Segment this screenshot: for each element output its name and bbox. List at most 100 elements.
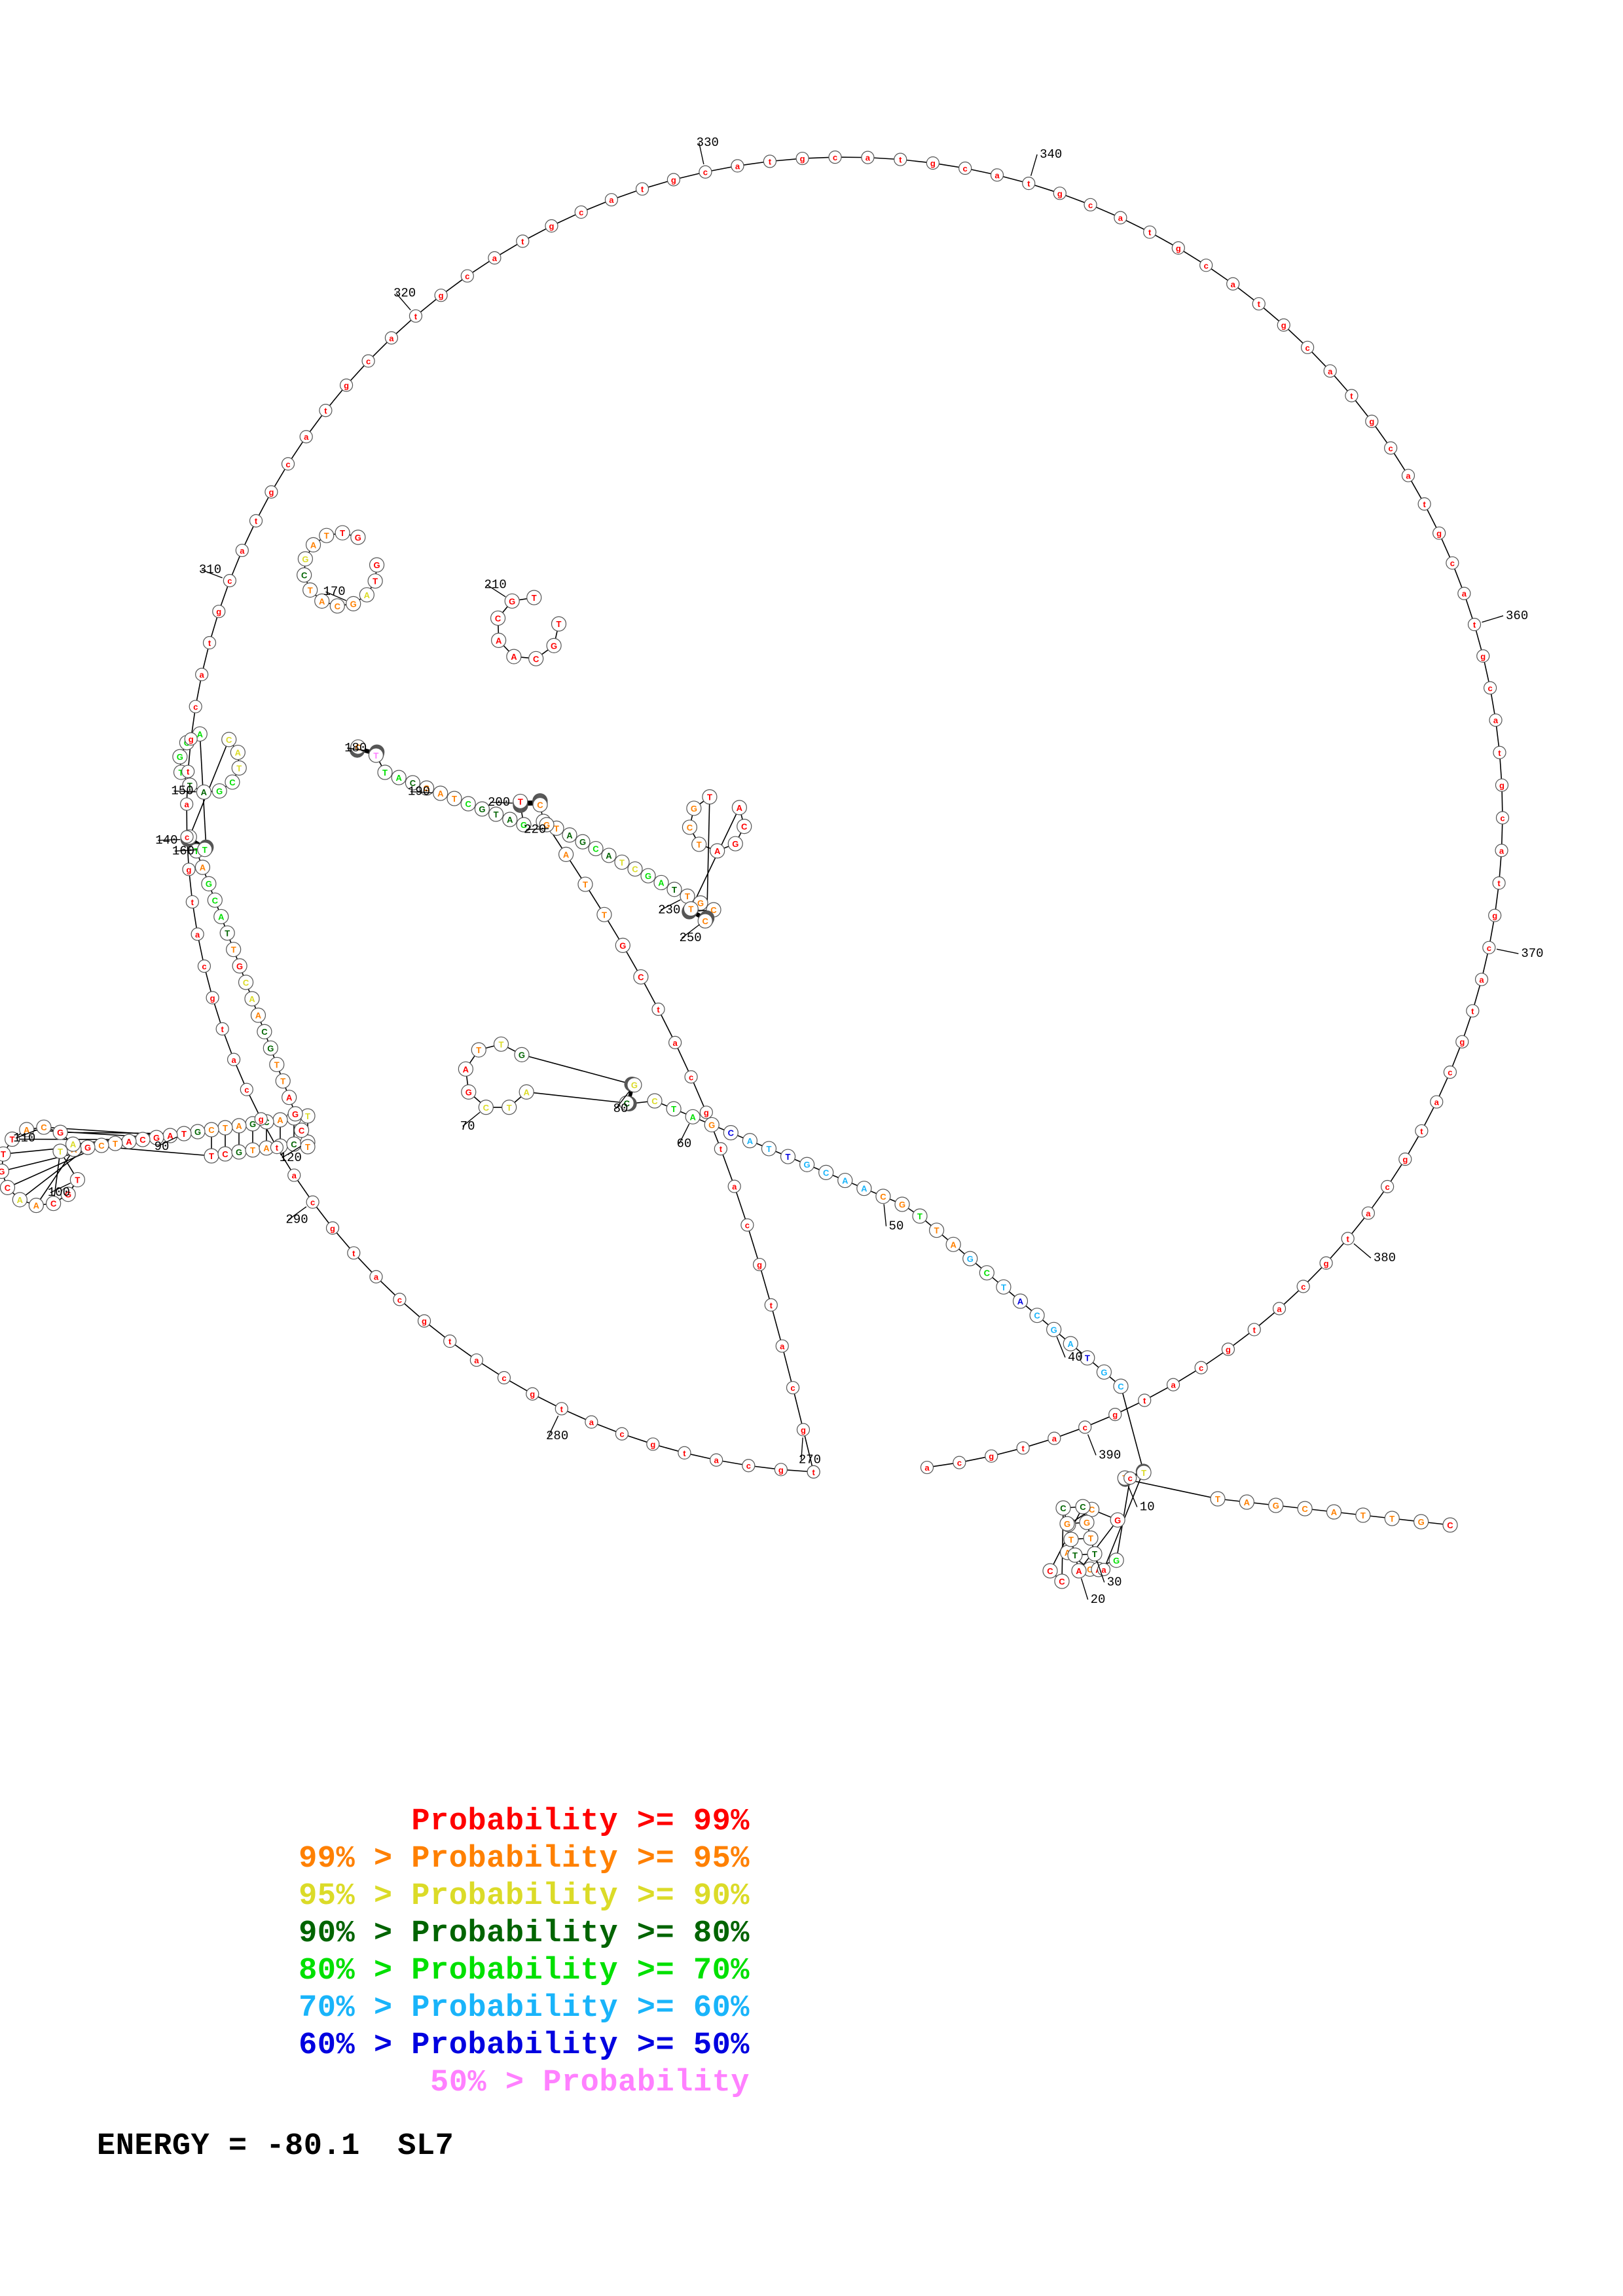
nucleotide: g bbox=[699, 1105, 713, 1119]
nucleotide-letter: T bbox=[476, 1045, 481, 1055]
index-tick bbox=[1353, 1243, 1372, 1259]
nucleotide: C bbox=[1029, 1308, 1045, 1323]
nucleotide-letter: T bbox=[1088, 1534, 1093, 1543]
nucleotide: g bbox=[926, 156, 939, 170]
nucleotide: T bbox=[319, 528, 335, 543]
nucleotide-letter: c bbox=[202, 961, 206, 971]
nucleotide-circle bbox=[65, 1136, 81, 1152]
nucleotide-letter: C bbox=[222, 1149, 228, 1159]
nucleotide-circle bbox=[1108, 1552, 1124, 1568]
nucleotide-letter: T bbox=[688, 905, 693, 914]
nucleotide-letter: A bbox=[197, 729, 204, 739]
nucleotide-circle bbox=[250, 1007, 266, 1023]
nucleotide-circle bbox=[633, 969, 649, 985]
nucleotide: a bbox=[668, 1035, 682, 1049]
nucleotide-circle bbox=[979, 1265, 994, 1281]
nucleotide-letter: G bbox=[1084, 1518, 1090, 1528]
nucleotide: T bbox=[300, 1108, 316, 1124]
nucleotide-circle bbox=[764, 1298, 778, 1312]
nucleotide-circle bbox=[1016, 1441, 1030, 1455]
nucleotide: A bbox=[653, 874, 669, 891]
nucleotide-letter: g bbox=[1176, 243, 1181, 253]
nucleotide-circle bbox=[0, 1146, 11, 1162]
nucleotide-letter: T bbox=[1072, 1551, 1078, 1560]
nucleotide: C bbox=[875, 1189, 891, 1204]
nucleotide-letter: G bbox=[543, 820, 550, 830]
nucleotide-letter: t bbox=[657, 1005, 660, 1014]
nucleotide-letter: C bbox=[880, 1192, 886, 1202]
nucleotide: t bbox=[1345, 389, 1359, 403]
index-label: 160 bbox=[172, 844, 194, 858]
nucleotide: c bbox=[1194, 1361, 1208, 1374]
nucleotide-circle bbox=[1467, 618, 1482, 632]
nucleotide-letter: A bbox=[396, 773, 403, 783]
nucleotide-circle bbox=[409, 309, 423, 323]
index-label: 330 bbox=[697, 135, 719, 150]
nucleotide: A bbox=[359, 587, 374, 603]
nucleotide-circle bbox=[684, 1070, 698, 1084]
nucleotide-circle bbox=[1297, 1501, 1313, 1516]
index-tick bbox=[682, 924, 701, 939]
index-label: 190 bbox=[408, 785, 430, 799]
index-tick bbox=[615, 1090, 630, 1109]
index-label: 40 bbox=[1068, 1350, 1083, 1365]
index-label: 100 bbox=[48, 1185, 70, 1200]
nucleotide-circle bbox=[1442, 1517, 1458, 1533]
nucleotide-letter: t bbox=[1497, 878, 1501, 888]
index-tick bbox=[173, 790, 196, 793]
nucleotide: t bbox=[635, 182, 649, 196]
nucleotide-circle bbox=[704, 1117, 720, 1133]
nucleotide-circle bbox=[1446, 556, 1459, 570]
nucleotide-letter: a bbox=[240, 546, 245, 556]
nucleotide: A bbox=[1239, 1494, 1254, 1510]
nucleotide: T bbox=[368, 747, 384, 763]
legend-row-1: 99% > Probability >= 95% bbox=[299, 1842, 750, 1876]
nucleotide-circle bbox=[727, 836, 743, 852]
nucleotide-letter: T bbox=[556, 619, 562, 629]
nucleotide: a bbox=[384, 331, 399, 345]
nucleotide-circle bbox=[1361, 1206, 1375, 1220]
backbone-segment bbox=[706, 797, 710, 918]
nucleotide: A bbox=[231, 1118, 247, 1134]
index-tick bbox=[174, 849, 197, 852]
nucleotide: g bbox=[1455, 1035, 1469, 1049]
nucleotide: T bbox=[551, 616, 567, 632]
nucleotide-letter: A bbox=[1244, 1498, 1250, 1507]
nucleotide-circle bbox=[433, 785, 448, 801]
nucleotide-letter: G bbox=[267, 1043, 274, 1053]
nucleotide-circle bbox=[227, 1052, 241, 1066]
nucleotide-letter: c bbox=[790, 1383, 795, 1393]
nucleotide-letter: a bbox=[1118, 213, 1123, 223]
nucleotide-letter: T bbox=[619, 857, 625, 867]
nucleotide-circle bbox=[774, 1463, 788, 1477]
nucleotide-letter: T bbox=[1, 1149, 6, 1159]
nucleotide: t bbox=[651, 1002, 665, 1016]
nucleotide: A bbox=[194, 859, 211, 875]
nucleotide-letter: C bbox=[495, 613, 501, 623]
nucleotide-letter: A bbox=[167, 1131, 173, 1141]
nucleotide: T bbox=[501, 1100, 517, 1115]
nucleotide: T bbox=[182, 778, 198, 793]
nucleotide-letter: G bbox=[216, 786, 223, 796]
nucleotide-circle bbox=[0, 1179, 16, 1195]
nucleotide-letter: A bbox=[319, 596, 325, 606]
nucleotide: A bbox=[502, 812, 518, 827]
nucleotide-letter: C bbox=[229, 778, 236, 787]
nucleotide-circle bbox=[232, 958, 247, 974]
nucleotide-circle bbox=[1113, 1378, 1129, 1394]
nucleotide-letter: g bbox=[1480, 651, 1486, 661]
legend-row-0: Probability >= 99% bbox=[411, 1804, 750, 1839]
nucleotide-circle bbox=[391, 770, 407, 785]
nucleotide: c bbox=[684, 1070, 698, 1084]
nucleotide-circle bbox=[1466, 1004, 1480, 1018]
nucleotide-circle bbox=[731, 159, 744, 173]
nucleotide-circle bbox=[270, 1141, 284, 1155]
nucleotide-circle bbox=[601, 848, 617, 863]
nucleotide: a bbox=[604, 193, 619, 207]
nucleotide-letter: G bbox=[732, 839, 739, 849]
nucleotide-circle bbox=[314, 593, 330, 609]
index-tick bbox=[50, 1182, 71, 1193]
nucleotide-letter: A bbox=[1065, 1548, 1071, 1558]
nucleotide-circle bbox=[1401, 469, 1415, 482]
nucleotide-circle bbox=[221, 732, 237, 747]
